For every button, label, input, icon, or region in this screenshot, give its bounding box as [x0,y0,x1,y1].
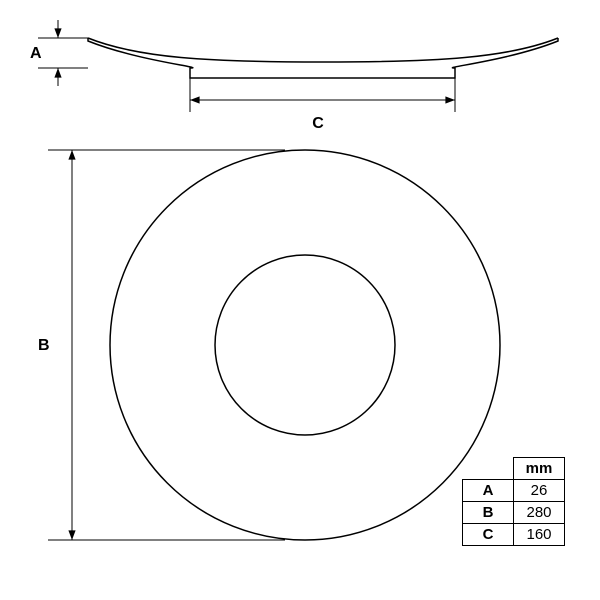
table-cell-value: 26 [514,480,565,502]
table-row: A26 [463,480,565,502]
dimension-label-a: A [30,45,42,62]
dimension-table: mmA26B280C160 [462,457,565,546]
side-profile-top [88,38,558,62]
table-header-unit: mm [514,458,565,480]
top-view-inner-circle [215,255,395,435]
table-row: B280 [463,502,565,524]
side-profile-bottom [88,38,558,78]
dimension-label-b: B [38,337,50,354]
table-cell-key: B [463,502,514,524]
table-cell-value: 160 [514,524,565,546]
top-view-outer-circle [110,150,500,540]
table-cell-key: A [463,480,514,502]
table-cell-key: C [463,524,514,546]
table-row: C160 [463,524,565,546]
dimension-label-c: C [312,115,324,132]
table-cell-value: 280 [514,502,565,524]
